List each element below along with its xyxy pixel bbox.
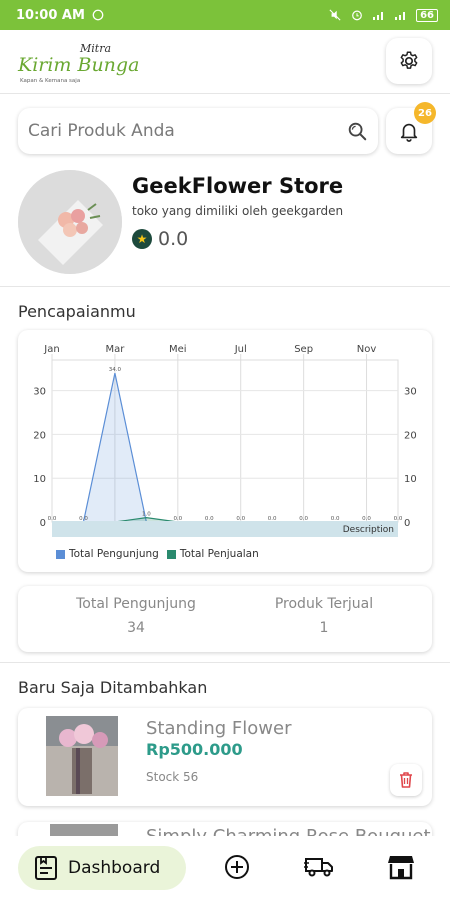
stat-sold: Produk Terjual 1 bbox=[234, 596, 414, 636]
bell-icon bbox=[400, 123, 418, 142]
plot-area bbox=[51, 359, 399, 523]
store-profile: GeekFlower Store toko yang dimiliki oleh… bbox=[18, 170, 432, 276]
status-bar: 10:00 AM 66 bbox=[0, 0, 450, 30]
data-label: 0.0 bbox=[394, 516, 403, 522]
nav-shipping[interactable] bbox=[304, 852, 334, 882]
stat-sold-label: Produk Terjual bbox=[274, 596, 374, 612]
stat-visitors-label: Total Pengunjung bbox=[76, 596, 196, 612]
mute-icon bbox=[329, 9, 341, 21]
y-tick-label-left: 10 bbox=[33, 474, 46, 485]
x-tick-label: Nov bbox=[357, 344, 377, 355]
rating-value: 0.0 bbox=[158, 228, 189, 250]
bouquet-image bbox=[18, 170, 122, 274]
alarm-icon bbox=[352, 10, 362, 21]
product-image bbox=[46, 716, 118, 796]
nav-dashboard[interactable]: Dashboard bbox=[18, 846, 186, 890]
divider bbox=[0, 662, 450, 663]
app-logo: Mitra Kirim Bunga Kapan & Kemana saja bbox=[18, 42, 140, 88]
y-tick-label-right: 20 bbox=[404, 430, 417, 441]
y-tick-label-left: 20 bbox=[33, 430, 46, 441]
stat-visitors-value: 34 bbox=[127, 620, 145, 636]
divider bbox=[0, 286, 450, 287]
search-bar bbox=[18, 108, 378, 154]
product-name: Standing Flower bbox=[146, 718, 292, 739]
data-label: 0.0 bbox=[48, 516, 57, 522]
achievements-chart-card: Jan Mar Mei Jul Sep Nov 0 0 10 10 20 20 30 30 0.0 0.0 34… bbox=[18, 330, 432, 572]
x-tick-label: Jan bbox=[43, 344, 59, 355]
recent-title: Baru Saja Ditambahkan bbox=[18, 678, 208, 697]
nav-dashboard-label: Dashboard bbox=[68, 858, 161, 878]
data-label: 0.0 bbox=[205, 516, 214, 522]
x-tick-label: Mar bbox=[105, 344, 125, 355]
dashboard-icon bbox=[35, 856, 57, 880]
y-tick-label-right: 30 bbox=[404, 387, 417, 398]
logo-tagline: Kapan & Kemana saja bbox=[20, 78, 81, 84]
add-circle-icon bbox=[225, 855, 249, 879]
y-tick-label-right: 0 bbox=[404, 518, 410, 529]
notification-count-badge: 26 bbox=[414, 102, 436, 124]
search-icon[interactable] bbox=[346, 120, 368, 142]
store-avatar bbox=[18, 170, 122, 274]
data-label: 0.0 bbox=[236, 516, 245, 522]
description-bar bbox=[52, 521, 398, 537]
nav-add[interactable] bbox=[222, 852, 252, 882]
y-tick-label-left: 0 bbox=[40, 518, 46, 529]
series-area-0 bbox=[52, 373, 398, 522]
data-label: 0.0 bbox=[299, 516, 308, 522]
product-price: Rp500.000 bbox=[146, 740, 243, 759]
app-bar: Mitra Kirim Bunga Kapan & Kemana saja bbox=[0, 30, 450, 94]
notifications-button[interactable]: 26 bbox=[386, 102, 436, 154]
signal-icon bbox=[373, 12, 384, 20]
store-description: toko yang dimiliki oleh geekgarden bbox=[132, 204, 344, 218]
achievements-title: Pencapaianmu bbox=[18, 302, 136, 321]
data-label: 1.0 bbox=[142, 512, 151, 518]
store-name: GeekFlower Store bbox=[132, 174, 344, 198]
data-label: 0.0 bbox=[79, 516, 88, 522]
storefront-icon bbox=[388, 856, 414, 880]
truck-icon bbox=[304, 858, 333, 877]
chart-legend: Total Pengunjung Total Penjualan bbox=[56, 548, 259, 560]
achievements-chart: Jan Mar Mei Jul Sep Nov 0 0 10 10 20 20 30 30 0.0 0.0 34… bbox=[33, 344, 417, 537]
logo-brand: Kirim Bunga bbox=[18, 54, 140, 76]
delete-product-button[interactable] bbox=[390, 764, 422, 796]
legend-item-visitors: Total Pengunjung bbox=[56, 548, 159, 560]
description-label: Description bbox=[343, 525, 394, 535]
stat-sold-value: 1 bbox=[319, 620, 329, 636]
nav-store[interactable] bbox=[386, 852, 416, 882]
settings-button[interactable] bbox=[386, 38, 432, 84]
y-tick-label-left: 30 bbox=[33, 387, 46, 398]
trash-icon bbox=[400, 772, 412, 788]
battery-level: 66 bbox=[416, 8, 438, 22]
stat-visitors: Total Pengunjung 34 bbox=[46, 596, 226, 636]
product-stock: Stock 56 bbox=[146, 770, 199, 784]
data-label: 0.0 bbox=[268, 516, 277, 522]
signal-icon-2 bbox=[395, 12, 406, 20]
search-input[interactable] bbox=[28, 121, 346, 141]
data-label: 0.0 bbox=[331, 516, 340, 522]
star-icon: ★ bbox=[132, 229, 152, 249]
data-label: 34.0 bbox=[109, 367, 122, 373]
x-tick-label: Mei bbox=[169, 344, 187, 355]
x-tick-label: Jul bbox=[234, 344, 247, 355]
data-label: 0.0 bbox=[362, 516, 371, 522]
data-label: 0.0 bbox=[173, 516, 182, 522]
gear-icon bbox=[400, 51, 418, 69]
x-tick-label: Sep bbox=[294, 344, 313, 355]
whatsapp-icon bbox=[92, 9, 104, 21]
logo-mitra: Mitra bbox=[80, 42, 112, 55]
stats-card: Total Pengunjung 34 Produk Terjual 1 bbox=[18, 586, 432, 652]
bottom-navigation: Dashboard bbox=[0, 836, 450, 900]
product-card[interactable]: Standing Flower Rp500.000 Stock 56 bbox=[18, 708, 432, 806]
store-rating: ★ 0.0 bbox=[132, 228, 188, 250]
status-time: 10:00 AM bbox=[16, 7, 85, 23]
y-tick-label-right: 10 bbox=[404, 474, 417, 485]
legend-item-sales: Total Penjualan bbox=[166, 548, 259, 560]
